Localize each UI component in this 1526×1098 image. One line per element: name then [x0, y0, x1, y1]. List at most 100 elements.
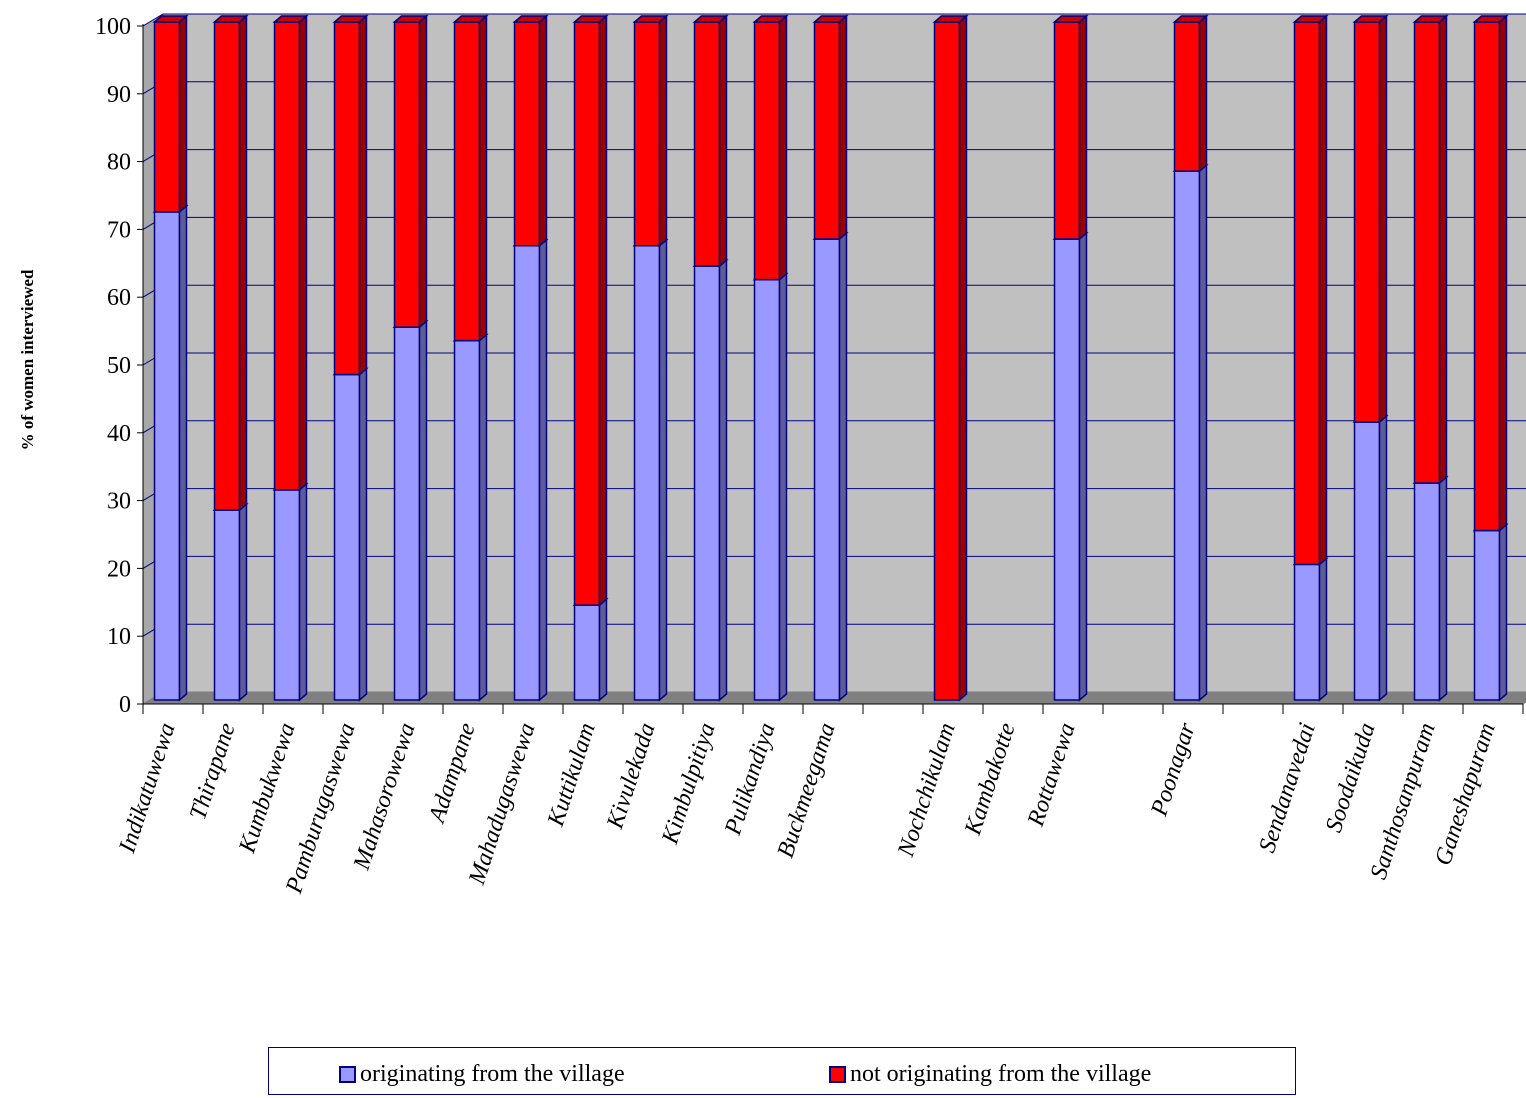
bar-not-originating-22-top — [1472, 15, 1509, 23]
bar-not-originating-22-side — [1498, 14, 1508, 533]
bar-not-originating-13-front — [933, 21, 961, 701]
bar-originating-7-side — [598, 597, 608, 702]
x-tick-label: Santhosanpuram — [1366, 720, 1441, 883]
x-tick-label: Mahadugaswewa — [464, 720, 541, 889]
x-tick-label: Nochchikulam — [893, 720, 961, 861]
legend-label-not-originating: not originating from the village — [850, 1061, 1152, 1087]
x-tick-label: Sendanavedai — [1254, 720, 1320, 856]
bar-not-originating-1-top — [212, 15, 249, 23]
bar-not-originating-1-front — [213, 21, 241, 511]
stacked-bar-chart: 0 10 20 30 40 50 60 70 80 90 100 Indikatuwewa Thirap… — [95, 13, 1526, 897]
x-tick-label: Kivulekada — [602, 720, 661, 833]
bar-not-originating-20-side — [1378, 14, 1388, 424]
legend-item-not-originating: not originating from the village — [829, 1061, 1151, 1088]
x-tick-label: Pulikandiya — [720, 720, 781, 839]
bar-not-originating-11-side — [838, 14, 848, 241]
bar-not-originating-17-front — [1173, 21, 1201, 172]
y-tick-label: 20 — [107, 556, 131, 582]
bar-not-originating-19-side — [1318, 14, 1328, 567]
bar-not-originating-11-top — [812, 15, 849, 23]
bar-not-originating-13-top — [932, 15, 969, 23]
bar-originating-8-side — [658, 238, 668, 702]
bar-originating-5-front — [453, 339, 481, 701]
bar-originating-22-front — [1473, 529, 1501, 701]
bar-originating-11-side — [838, 231, 848, 702]
bar-not-originating-9-front — [693, 21, 721, 267]
bar-not-originating-3-side — [358, 14, 368, 377]
bar-not-originating-19-front — [1293, 21, 1321, 566]
bar-not-originating-0-front — [153, 21, 181, 213]
legend-swatch-originating — [339, 1066, 356, 1083]
bar-not-originating-19-top — [1292, 15, 1329, 23]
legend-swatch-not-originating — [829, 1066, 846, 1083]
bar-not-originating-22-front — [1473, 21, 1501, 532]
bar-not-originating-2-top — [272, 15, 309, 23]
bar-not-originating-15-top — [1052, 15, 1089, 23]
bar-not-originating-6-front — [513, 21, 541, 247]
bar-not-originating-21-front — [1413, 21, 1441, 484]
x-tick-label: Buckmeegama — [773, 720, 841, 861]
bar-originating-20-front — [1353, 421, 1381, 701]
bar-not-originating-11-front — [813, 21, 841, 240]
bar-originating-10-side — [778, 272, 788, 702]
bar-not-originating-8-top — [632, 15, 669, 23]
bar-originating-6-side — [538, 238, 548, 702]
y-tick-label: 80 — [107, 150, 131, 176]
bar-not-originating-6-top — [512, 15, 549, 23]
bar-originating-4-side — [418, 319, 428, 702]
bar-not-originating-3-top — [332, 15, 369, 23]
y-tick-label: 30 — [107, 489, 131, 515]
bar-originating-15-front — [1053, 238, 1081, 701]
bar-originating-2-side — [298, 482, 308, 702]
bar-originating-1-front — [213, 509, 241, 701]
bar-originating-15-side — [1078, 231, 1088, 702]
bar-originating-10-front — [753, 278, 781, 701]
bar-not-originating-9-side — [718, 14, 728, 268]
y-axis-label: % of women interviewed — [18, 269, 37, 451]
bar-not-originating-15-side — [1078, 14, 1088, 241]
bar-not-originating-5-top — [452, 15, 489, 23]
bar-not-originating-1-side — [238, 14, 248, 512]
bar-originating-0-side — [178, 204, 188, 702]
bar-not-originating-20-top — [1352, 15, 1389, 23]
bar-not-originating-10-top — [752, 15, 789, 23]
bar-originating-1-side — [238, 502, 248, 702]
bar-originating-22-side — [1498, 522, 1508, 702]
bar-not-originating-4-side — [418, 14, 428, 329]
bar-not-originating-2-side — [298, 14, 308, 492]
bar-originating-17-side — [1198, 163, 1208, 702]
bar-originating-3-side — [358, 366, 368, 702]
bar-originating-6-front — [513, 244, 541, 701]
bar-not-originating-4-top — [392, 15, 429, 23]
y-tick-label: 10 — [107, 624, 131, 650]
x-tick-label: Kimbulpitiya — [657, 720, 721, 848]
bar-originating-4-front — [393, 326, 421, 701]
y-tick-label: 70 — [107, 217, 131, 243]
bar-not-originating-7-side — [598, 14, 608, 607]
y-tick-label: 50 — [107, 353, 131, 379]
x-tick-label: Mahasorowewa — [349, 720, 421, 874]
bar-originating-20-side — [1378, 414, 1388, 702]
y-tick-label: 90 — [107, 82, 131, 108]
bar-not-originating-5-front — [453, 21, 481, 342]
bar-originating-21-front — [1413, 482, 1441, 701]
bar-originating-5-side — [478, 333, 488, 702]
y-tick-label: 40 — [107, 421, 131, 447]
x-tick-label: Kumbukwewa — [234, 720, 301, 857]
bar-originating-8-front — [633, 244, 661, 701]
x-tick-label: Kuttikulam — [543, 720, 601, 830]
bar-not-originating-6-side — [538, 14, 548, 248]
bar-not-originating-3-front — [333, 21, 361, 376]
bar-not-originating-21-top — [1412, 15, 1449, 23]
y-tick-label: 100 — [95, 14, 131, 40]
y-tick-label: 60 — [107, 285, 131, 311]
bar-not-originating-2-front — [273, 21, 301, 491]
y-tick-label: 0 — [119, 692, 131, 718]
x-tick-label: Soodaikuda — [1321, 720, 1381, 836]
bar-originating-17-front — [1173, 170, 1201, 701]
x-tick-label: Indikatuwewa — [114, 720, 181, 857]
bar-not-originating-5-side — [478, 14, 488, 343]
bar-not-originating-20-front — [1353, 21, 1381, 423]
x-tick-label: Poonagar — [1146, 719, 1201, 820]
bar-not-originating-8-front — [633, 21, 661, 247]
